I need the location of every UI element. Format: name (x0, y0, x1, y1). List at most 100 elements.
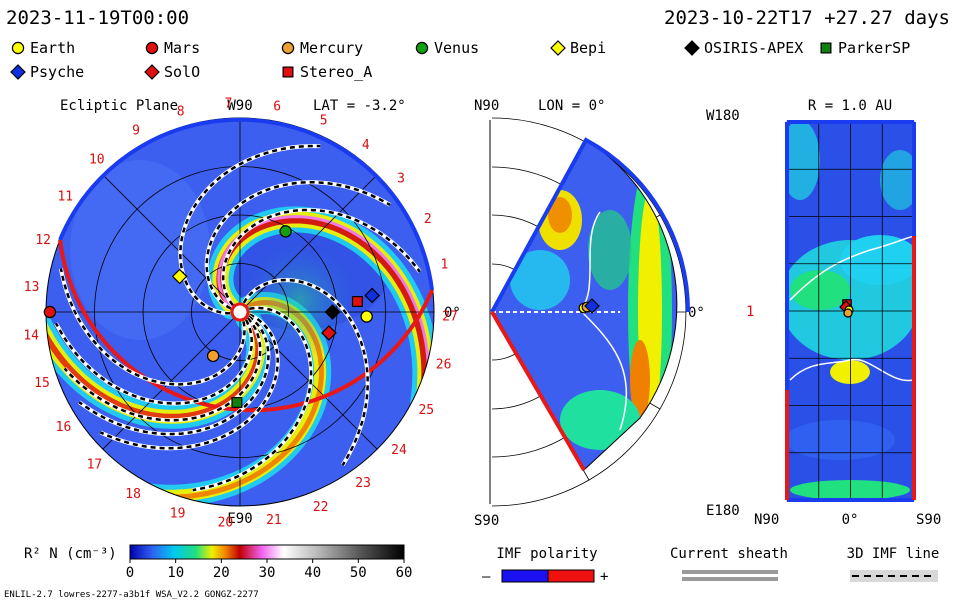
shell-body-mercury (843, 308, 853, 318)
footer-run-info: ENLIL-2.7 lowres-2277-a3b1f WSA_V2.2 GON… (4, 590, 259, 600)
meridional-right-label: 0° (688, 305, 705, 321)
ecliptic-imf-boundary-positive (58, 239, 434, 413)
imf-line-5 (78, 315, 270, 436)
ecliptic-top-label: W90 (227, 98, 252, 114)
header-left-time: 2023-11-19T00:00 (6, 7, 189, 29)
carrington-label-2: 2 (424, 212, 432, 227)
imf-line-3 (192, 306, 313, 492)
shell-top-left: W180 (706, 108, 740, 124)
current-sheath-swatch (682, 570, 778, 574)
carrington-label-9: 9 (132, 124, 140, 139)
body-parkersp (231, 396, 243, 408)
density-arm-3 (217, 215, 430, 394)
imf-line-9 (179, 144, 321, 315)
carrington-label-1: 1 (440, 258, 448, 273)
imf-negative-swatch (501, 569, 549, 583)
shell-x-left: N90 (754, 512, 779, 528)
density-arm-2 (216, 215, 430, 406)
colorbar-tick-20: 20 (213, 565, 230, 581)
imf-line-4 (99, 313, 279, 450)
carrington-label-3: 3 (397, 171, 405, 186)
body-psyche (364, 287, 380, 304)
ecliptic-right-label: 0° (444, 305, 461, 321)
carrington-label-25: 25 (418, 403, 434, 418)
legend-marker-bepi (550, 40, 566, 56)
legend-marker-parkersp (820, 42, 832, 54)
shell-bodies (839, 299, 854, 318)
meridional-panel: N90 LON = 0° S90 0° (474, 98, 705, 529)
colorbar-label: R² N (cm⁻³) (24, 546, 117, 562)
header-right-time: 2023-10-22T17 +27.27 days (664, 7, 950, 29)
carrington-label-15: 15 (34, 376, 50, 391)
imf-line-1 (205, 181, 391, 310)
imf-plus: + (600, 569, 608, 585)
carrington-label-5: 5 (320, 113, 328, 128)
carrington-label-4: 4 (362, 138, 370, 153)
carrington-label-21: 21 (266, 513, 282, 528)
sun-marker (230, 302, 250, 322)
shell-x-mid: 0° (842, 512, 859, 528)
legend-label-osiris-apex: OSIRIS-APEX (704, 39, 803, 57)
carrington-label-20: 20 (218, 516, 234, 531)
colorbar-tick-50: 50 (350, 565, 367, 581)
legend-marker-mercury (281, 41, 295, 55)
carrington-label-11: 11 (57, 190, 73, 205)
body-mercury (206, 349, 220, 363)
meridional-top-label: N90 (474, 98, 499, 114)
legend-marker-stereo-a (282, 66, 294, 78)
legend-marker-psyche (10, 64, 26, 80)
imf-line-title: 3D IMF line (847, 546, 940, 562)
imf-legend: IMF polarity – + Current sheath 3D IMF l… (482, 546, 939, 585)
shell-panel: R = 1.0 AU W180 E180 1 N90 0° S90 (706, 98, 941, 528)
carrington-label-24: 24 (391, 443, 407, 458)
carrington-label-13: 13 (24, 280, 40, 295)
carrington-label-27: 27 (442, 309, 458, 324)
carrington-label-8: 8 (177, 105, 185, 120)
colorbar-tick-40: 40 (304, 565, 321, 581)
legend-label-mars: Mars (164, 39, 200, 57)
legend-marker-solo (144, 64, 160, 80)
imf-line-6 (63, 317, 262, 422)
body-osiris-apex (324, 304, 341, 320)
carrington-label-18: 18 (125, 487, 141, 502)
ecliptic-imf-boundary-negative (58, 117, 434, 291)
body-legend: Earth Mars Mercury Venus Bepi OSIRIS-APEX Park… (10, 39, 910, 81)
legend-marker-osiris-apex (684, 40, 700, 56)
imf-line-8 (59, 268, 246, 386)
body-mars (43, 305, 57, 319)
carrington-label-10: 10 (89, 152, 105, 167)
imf-positive-swatch (547, 569, 595, 583)
legend-marker-mars (145, 41, 159, 55)
carrington-label-17: 17 (87, 457, 103, 472)
colorbar-tick-30: 30 (259, 565, 276, 581)
imf-minus: – (482, 569, 491, 585)
colorbar-gradient (129, 544, 405, 560)
colorbar-tick-60: 60 (396, 565, 413, 581)
carrington-label-23: 23 (355, 476, 371, 491)
carrington-label-22: 22 (313, 500, 329, 515)
mer-body-psyche (584, 298, 600, 314)
imf-line-7 (54, 319, 253, 405)
shell-x-right: S90 (916, 512, 941, 528)
carrington-label-6: 6 (273, 99, 281, 114)
imf-line-0 (221, 208, 421, 306)
legend-label-psyche: Psyche (30, 63, 84, 81)
legend-label-earth: Earth (30, 39, 75, 57)
legend-label-parkersp: ParkerSP (838, 39, 910, 57)
body-solo (321, 325, 337, 341)
legend-marker-venus (415, 41, 429, 55)
body-stereo-a (351, 296, 363, 308)
body-earth (360, 310, 373, 323)
carrington-label-19: 19 (170, 507, 186, 522)
legend-label-solo: SolO (164, 63, 200, 81)
imf-polarity-title: IMF polarity (496, 546, 597, 562)
meridional-bodies (578, 298, 600, 314)
shell-title: R = 1.0 AU (808, 98, 892, 114)
ecliptic-imf-lines (54, 143, 422, 493)
meridional-bottom-label: S90 (474, 513, 499, 529)
carrington-label-26: 26 (436, 358, 452, 373)
meridional-title: LON = 0° (538, 98, 605, 114)
legend-label-mercury: Mercury (300, 39, 363, 57)
shell-bottom-left: E180 (706, 503, 740, 519)
